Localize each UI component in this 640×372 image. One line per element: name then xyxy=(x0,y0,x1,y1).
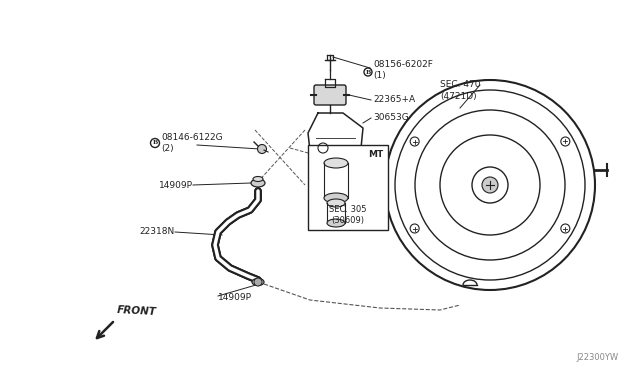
Circle shape xyxy=(410,137,419,146)
Text: MT: MT xyxy=(368,150,383,159)
Circle shape xyxy=(561,224,570,233)
Text: B: B xyxy=(365,70,371,74)
Text: 08156-6202F
(1): 08156-6202F (1) xyxy=(373,60,433,80)
Ellipse shape xyxy=(253,176,263,182)
Ellipse shape xyxy=(324,193,348,203)
Ellipse shape xyxy=(252,279,264,285)
Circle shape xyxy=(410,224,419,233)
Text: 22318N: 22318N xyxy=(140,228,175,237)
Circle shape xyxy=(254,278,262,286)
Ellipse shape xyxy=(327,219,345,227)
Bar xyxy=(308,145,388,230)
Text: 14909P: 14909P xyxy=(218,294,252,302)
Text: B: B xyxy=(152,141,157,145)
FancyBboxPatch shape xyxy=(314,85,346,105)
Text: FRONT: FRONT xyxy=(117,305,157,317)
Circle shape xyxy=(150,138,159,148)
Text: 08146-6122G
(2): 08146-6122G (2) xyxy=(161,132,223,153)
Text: 22365+A: 22365+A xyxy=(373,96,415,105)
Circle shape xyxy=(482,177,498,193)
Ellipse shape xyxy=(324,158,348,168)
Text: 14909P: 14909P xyxy=(159,180,193,189)
Text: 30653G: 30653G xyxy=(373,113,409,122)
Circle shape xyxy=(364,68,372,76)
Text: SEC. 305
(30609): SEC. 305 (30609) xyxy=(329,205,367,225)
Ellipse shape xyxy=(327,199,345,207)
Ellipse shape xyxy=(251,179,265,187)
Text: J22300YW: J22300YW xyxy=(576,353,618,362)
Text: SEC. 470
(4721D): SEC. 470 (4721D) xyxy=(440,80,481,101)
Circle shape xyxy=(257,144,266,154)
Circle shape xyxy=(561,137,570,146)
